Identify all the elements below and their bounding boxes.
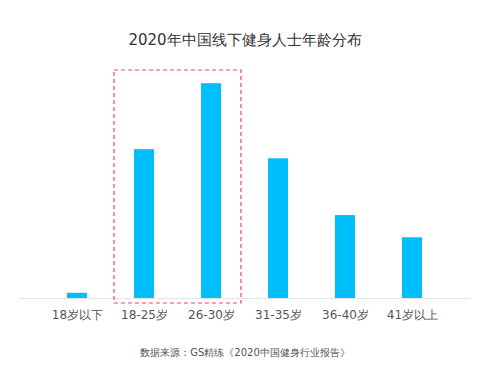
- svg-text:31-35岁: 31-35岁: [255, 308, 302, 322]
- svg-text:18岁以下: 18岁以下: [52, 308, 103, 322]
- html-text:2020年中国线下健身人士年龄分布: 2020年中国线下健身人士年龄分布: [128, 31, 362, 49]
- svg-text:18-25岁: 18-25岁: [121, 308, 168, 322]
- svg-text:41岁以上: 41岁以上: [387, 308, 438, 322]
- svg-text:26-30岁: 26-30岁: [188, 308, 235, 322]
- svg-text:36-40岁: 36-40岁: [322, 308, 369, 322]
- html-text:数据来源：GS精练《2020中国健身行业报告》: 数据来源：GS精练《2020中国健身行业报告》: [140, 347, 350, 358]
